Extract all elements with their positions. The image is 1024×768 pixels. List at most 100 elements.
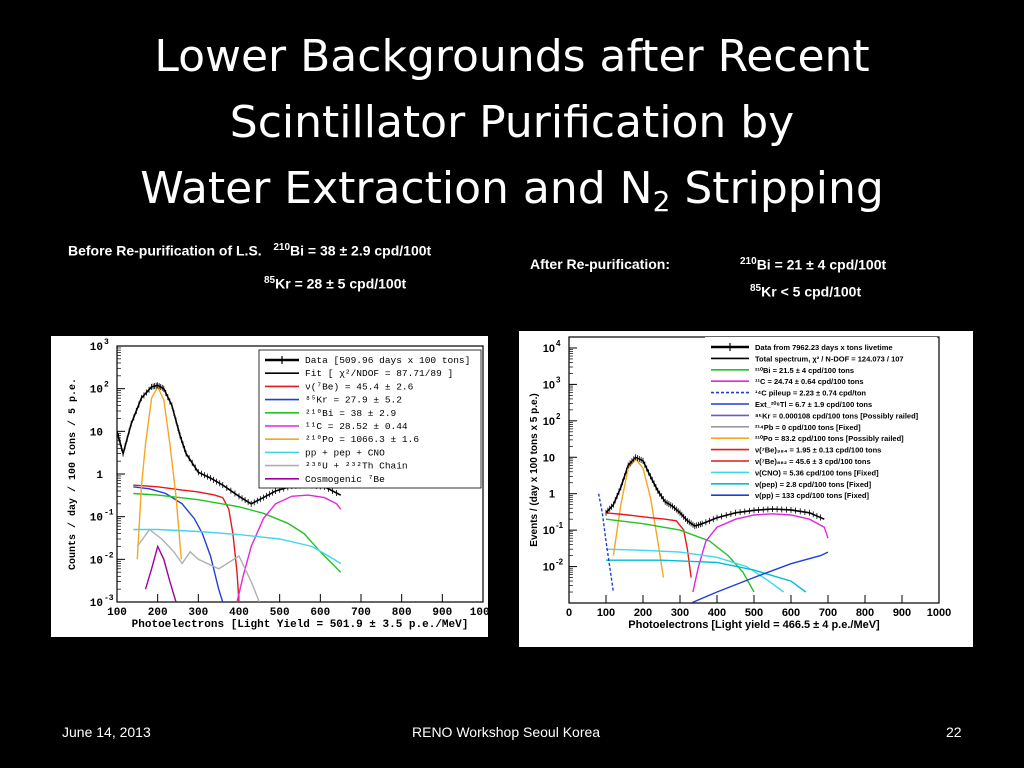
slide-title: Lower Backgrounds after Recent Scintilla… <box>0 24 1024 222</box>
x-tick-label: 700 <box>819 607 837 619</box>
legend-entry-1: Data from 7962.23 days x tons livetime <box>755 343 893 352</box>
series-line-c-pileup <box>597 493 615 593</box>
y-tick-label: 10 <box>90 513 103 525</box>
legend-entry-10: ν(⁷Be)₃₈₄ = 1.95 ± 0.13 cpd/100 tons <box>755 446 881 455</box>
y-tick-exponent: 2 <box>104 381 109 390</box>
legend-entry-1: Data [509.96 days x 100 tons] <box>305 355 470 366</box>
x-tick-label: 100 <box>597 607 615 619</box>
footer-page-number: 22 <box>946 724 962 740</box>
series-line-cosmogenic-be <box>144 544 177 602</box>
caption-after-kr: Kr < 5 cpd/100t <box>761 283 862 300</box>
series-line-be <box>133 484 240 602</box>
series-line-pp-pep-cno <box>133 528 342 565</box>
y-tick-label: 10 <box>90 427 103 439</box>
y-tick-label: 10 <box>90 555 103 567</box>
series-line-ext-tl <box>690 551 829 603</box>
legend: Data from 7962.23 days x tons livetime To… <box>705 337 937 503</box>
x-tick-label: 800 <box>392 607 412 619</box>
legend-entry-7: ⁸⁵Kr = 0.000108 cpd/100 tons [Possibly r… <box>755 411 919 420</box>
spectrum-chart-before: 100200300400500600700800900100010-310-21… <box>67 338 488 631</box>
x-tick-label: 300 <box>671 607 689 619</box>
title-line-2: Scintillator Purification by <box>229 97 795 148</box>
x-tick-label: 500 <box>745 607 763 619</box>
legend-entry-11: ν(⁷Be)₈₆₂ = 45.6 ± 3 cpd/100 tons <box>755 457 871 466</box>
y-tick-label: 1 <box>549 489 555 501</box>
y-tick-exponent: -2 <box>104 551 114 560</box>
legend-entry-7: ²¹⁰Po = 1066.3 ± 1.6 <box>305 434 419 445</box>
legend-entry-4: ¹¹C = 24.74 ± 0.64 cpd/100 tons <box>755 377 864 386</box>
y-axis-label: Counts / day / 100 tons / 5 p.e. <box>67 378 79 570</box>
x-tick-label: 400 <box>708 607 726 619</box>
footer-event: RENO Workshop Seoul Korea <box>412 724 601 740</box>
x-tick-label: 300 <box>188 607 208 619</box>
y-tick-label: 10 <box>543 452 555 464</box>
x-tick-label: 600 <box>310 607 330 619</box>
x-tick-label: 200 <box>148 607 168 619</box>
y-tick-label: 10 <box>543 525 555 537</box>
legend-entry-9: ²³⁸U + ²³²Th Chain <box>305 461 408 472</box>
legend-entry-3: ν(⁷Be) = 45.4 ± 2.6 <box>305 381 414 392</box>
x-tick-label: 1000 <box>470 607 488 619</box>
y-tick-exponent: -2 <box>556 558 564 567</box>
caption-after-bi-row: 210Bi = 21 ± 4 cpd/100t <box>740 256 886 273</box>
y-tick-label: 10 <box>90 598 103 610</box>
series-line-c <box>236 494 342 602</box>
series-line-bi <box>133 492 342 573</box>
legend-entry-13: ν(pep) = 2.8 cpd/100 tons [Fixed] <box>755 480 872 489</box>
y-tick-label: 10 <box>543 343 555 355</box>
legend-entry-2: Total spectrum, χ² / N-DOF = 124.073 / 1… <box>755 354 904 363</box>
caption-after-kr-row: 85Kr < 5 cpd/100t <box>750 283 861 300</box>
series-group <box>597 454 829 603</box>
title-line-1: Lower Backgrounds after Recent <box>154 31 870 82</box>
x-tick-label: 500 <box>270 607 290 619</box>
y-axis-label: Events / (day x 100 tons x 5 p.e.) <box>529 393 540 546</box>
x-tick-label: 1000 <box>927 607 951 619</box>
series-line-kr <box>133 486 224 602</box>
series-line-be <box>605 512 692 578</box>
caption-before-bi-isotope: 210 <box>273 242 291 253</box>
title-subscript: 2 <box>652 185 671 218</box>
x-tick-label: 800 <box>856 607 874 619</box>
legend-entry-14: ν(pp) = 133 cpd/100 tons [Fixed] <box>755 491 869 500</box>
y-tick-label: 10 <box>90 385 103 397</box>
caption-after-label: After Re-purification: <box>530 256 670 272</box>
legend-entry-8: pp + pep + CNO <box>305 447 385 458</box>
y-tick-label: 10 <box>543 562 555 574</box>
x-tick-label: 900 <box>432 607 452 619</box>
legend-entry-8: ²¹⁴Pb = 0 cpd/100 tons [Fixed] <box>755 423 861 432</box>
x-tick-label: 400 <box>229 607 249 619</box>
series-line-bi <box>605 518 755 593</box>
caption-after-bi: Bi = 21 ± 4 cpd/100t <box>756 256 887 273</box>
legend-entry-6: Ext_²⁰⁸Tl = 6.7 ± 1.9 cpd/100 tons <box>755 400 872 409</box>
title-line-3-pre: Water Extraction and N <box>140 163 653 214</box>
x-axis-label: Photoelectrons [Light Yield = 501.9 ± 3.… <box>132 619 469 631</box>
legend: Data [509.96 days x 100 tons] Fit [ χ²/ND… <box>258 349 482 489</box>
caption-before-kr-row: 85Kr = 28 ± 5 cpd/100t <box>264 275 406 292</box>
y-tick-exponent: -3 <box>104 594 114 603</box>
legend-entry-4: ⁸⁵Kr = 27.9 ± 5.2 <box>305 395 402 406</box>
legend-box <box>705 337 937 503</box>
x-tick-label: 100 <box>107 607 127 619</box>
series-line-po <box>136 385 182 560</box>
spectrum-chart-after: 0 100 200 300 400 500 600 700 800 900 100010-210-1… <box>529 336 951 631</box>
x-axis-label: Photoelectrons [Light yield = 466.5 ± 4 … <box>628 619 880 631</box>
y-tick-exponent: 3 <box>556 375 561 384</box>
y-tick-exponent: 3 <box>104 338 109 347</box>
legend-entry-3: ²¹⁰Bi = 21.5 ± 4 cpd/100 tons <box>755 366 854 375</box>
legend-entry-6: ¹¹C = 28.52 ± 0.44 <box>305 421 408 432</box>
title-line-3-post: Stripping <box>670 163 884 214</box>
title-line-3: Water Extraction and N2 Stripping <box>0 156 1024 222</box>
caption-before-kr: Kr = 28 ± 5 cpd/100t <box>275 275 407 292</box>
footer-date: June 14, 2013 <box>62 724 151 740</box>
caption-before-bi: Bi = 38 ± 2.9 cpd/100t <box>290 242 432 259</box>
x-tick-label: 900 <box>893 607 911 619</box>
caption-after-bi-isotope: 210 <box>740 256 757 267</box>
legend-entry-5: ¹⁴C pileup = 2.23 ± 0.74 cpd/ton <box>755 389 866 398</box>
series-line-u-th-chain <box>136 528 260 602</box>
x-tick-label: 200 <box>634 607 652 619</box>
y-tick-label: 10 <box>543 379 555 391</box>
y-tick-label: 1 <box>96 470 103 482</box>
x-tick-label: 0 <box>566 607 572 619</box>
legend-entry-12: ν(CNO) = 5.36 cpd/100 tons [Fixed] <box>755 468 879 477</box>
